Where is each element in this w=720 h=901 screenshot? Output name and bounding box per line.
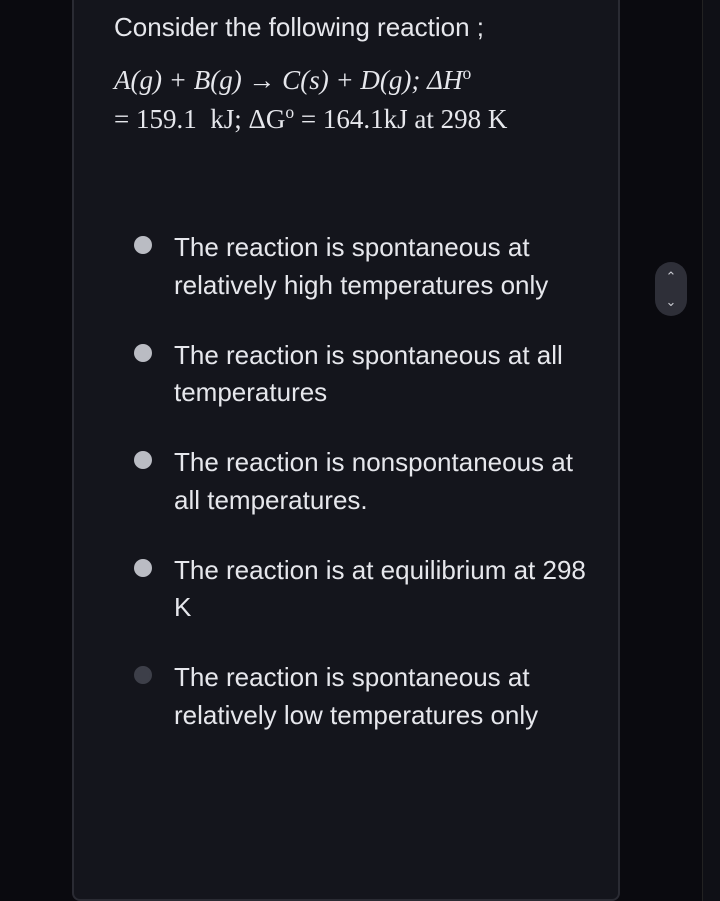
option-label: The reaction is at equilibrium at 298 K: [174, 552, 588, 627]
option-5[interactable]: The reaction is spontaneous at relativel…: [134, 659, 588, 734]
option-2[interactable]: The reaction is spontaneous at all tempe…: [134, 337, 588, 412]
option-label: The reaction is spontaneous at relativel…: [174, 229, 588, 304]
reaction-equation: A(g) + B(g) → C(s) + D(g); ΔHo = 159.1 k…: [114, 61, 588, 139]
option-label: The reaction is spontaneous at relativel…: [174, 659, 588, 734]
option-4[interactable]: The reaction is at equilibrium at 298 K: [134, 552, 588, 627]
chevron-down-icon[interactable]: ⌄: [666, 295, 677, 308]
chevron-up-icon[interactable]: ⌃: [666, 270, 677, 283]
question-card: Consider the following reaction ; A(g) +…: [72, 0, 620, 901]
question-prompt: Consider the following reaction ;: [114, 10, 588, 45]
option-1[interactable]: The reaction is spontaneous at relativel…: [134, 229, 588, 304]
radio-icon[interactable]: [134, 666, 152, 684]
scroll-control[interactable]: ⌃ ⌄: [655, 262, 687, 316]
option-3[interactable]: The reaction is nonspontaneous at all te…: [134, 444, 588, 519]
option-label: The reaction is nonspontaneous at all te…: [174, 444, 588, 519]
right-rail: [702, 0, 720, 901]
radio-icon[interactable]: [134, 451, 152, 469]
equation-line-2: = 159.1 kJ; ΔGo = 164.1kJ at 298 K: [114, 104, 507, 134]
radio-icon[interactable]: [134, 236, 152, 254]
radio-icon[interactable]: [134, 559, 152, 577]
equation-line-1: A(g) + B(g) → C(s) + D(g); ΔHo: [114, 65, 471, 95]
radio-icon[interactable]: [134, 344, 152, 362]
option-label: The reaction is spontaneous at all tempe…: [174, 337, 588, 412]
options-list: The reaction is spontaneous at relativel…: [114, 229, 588, 734]
